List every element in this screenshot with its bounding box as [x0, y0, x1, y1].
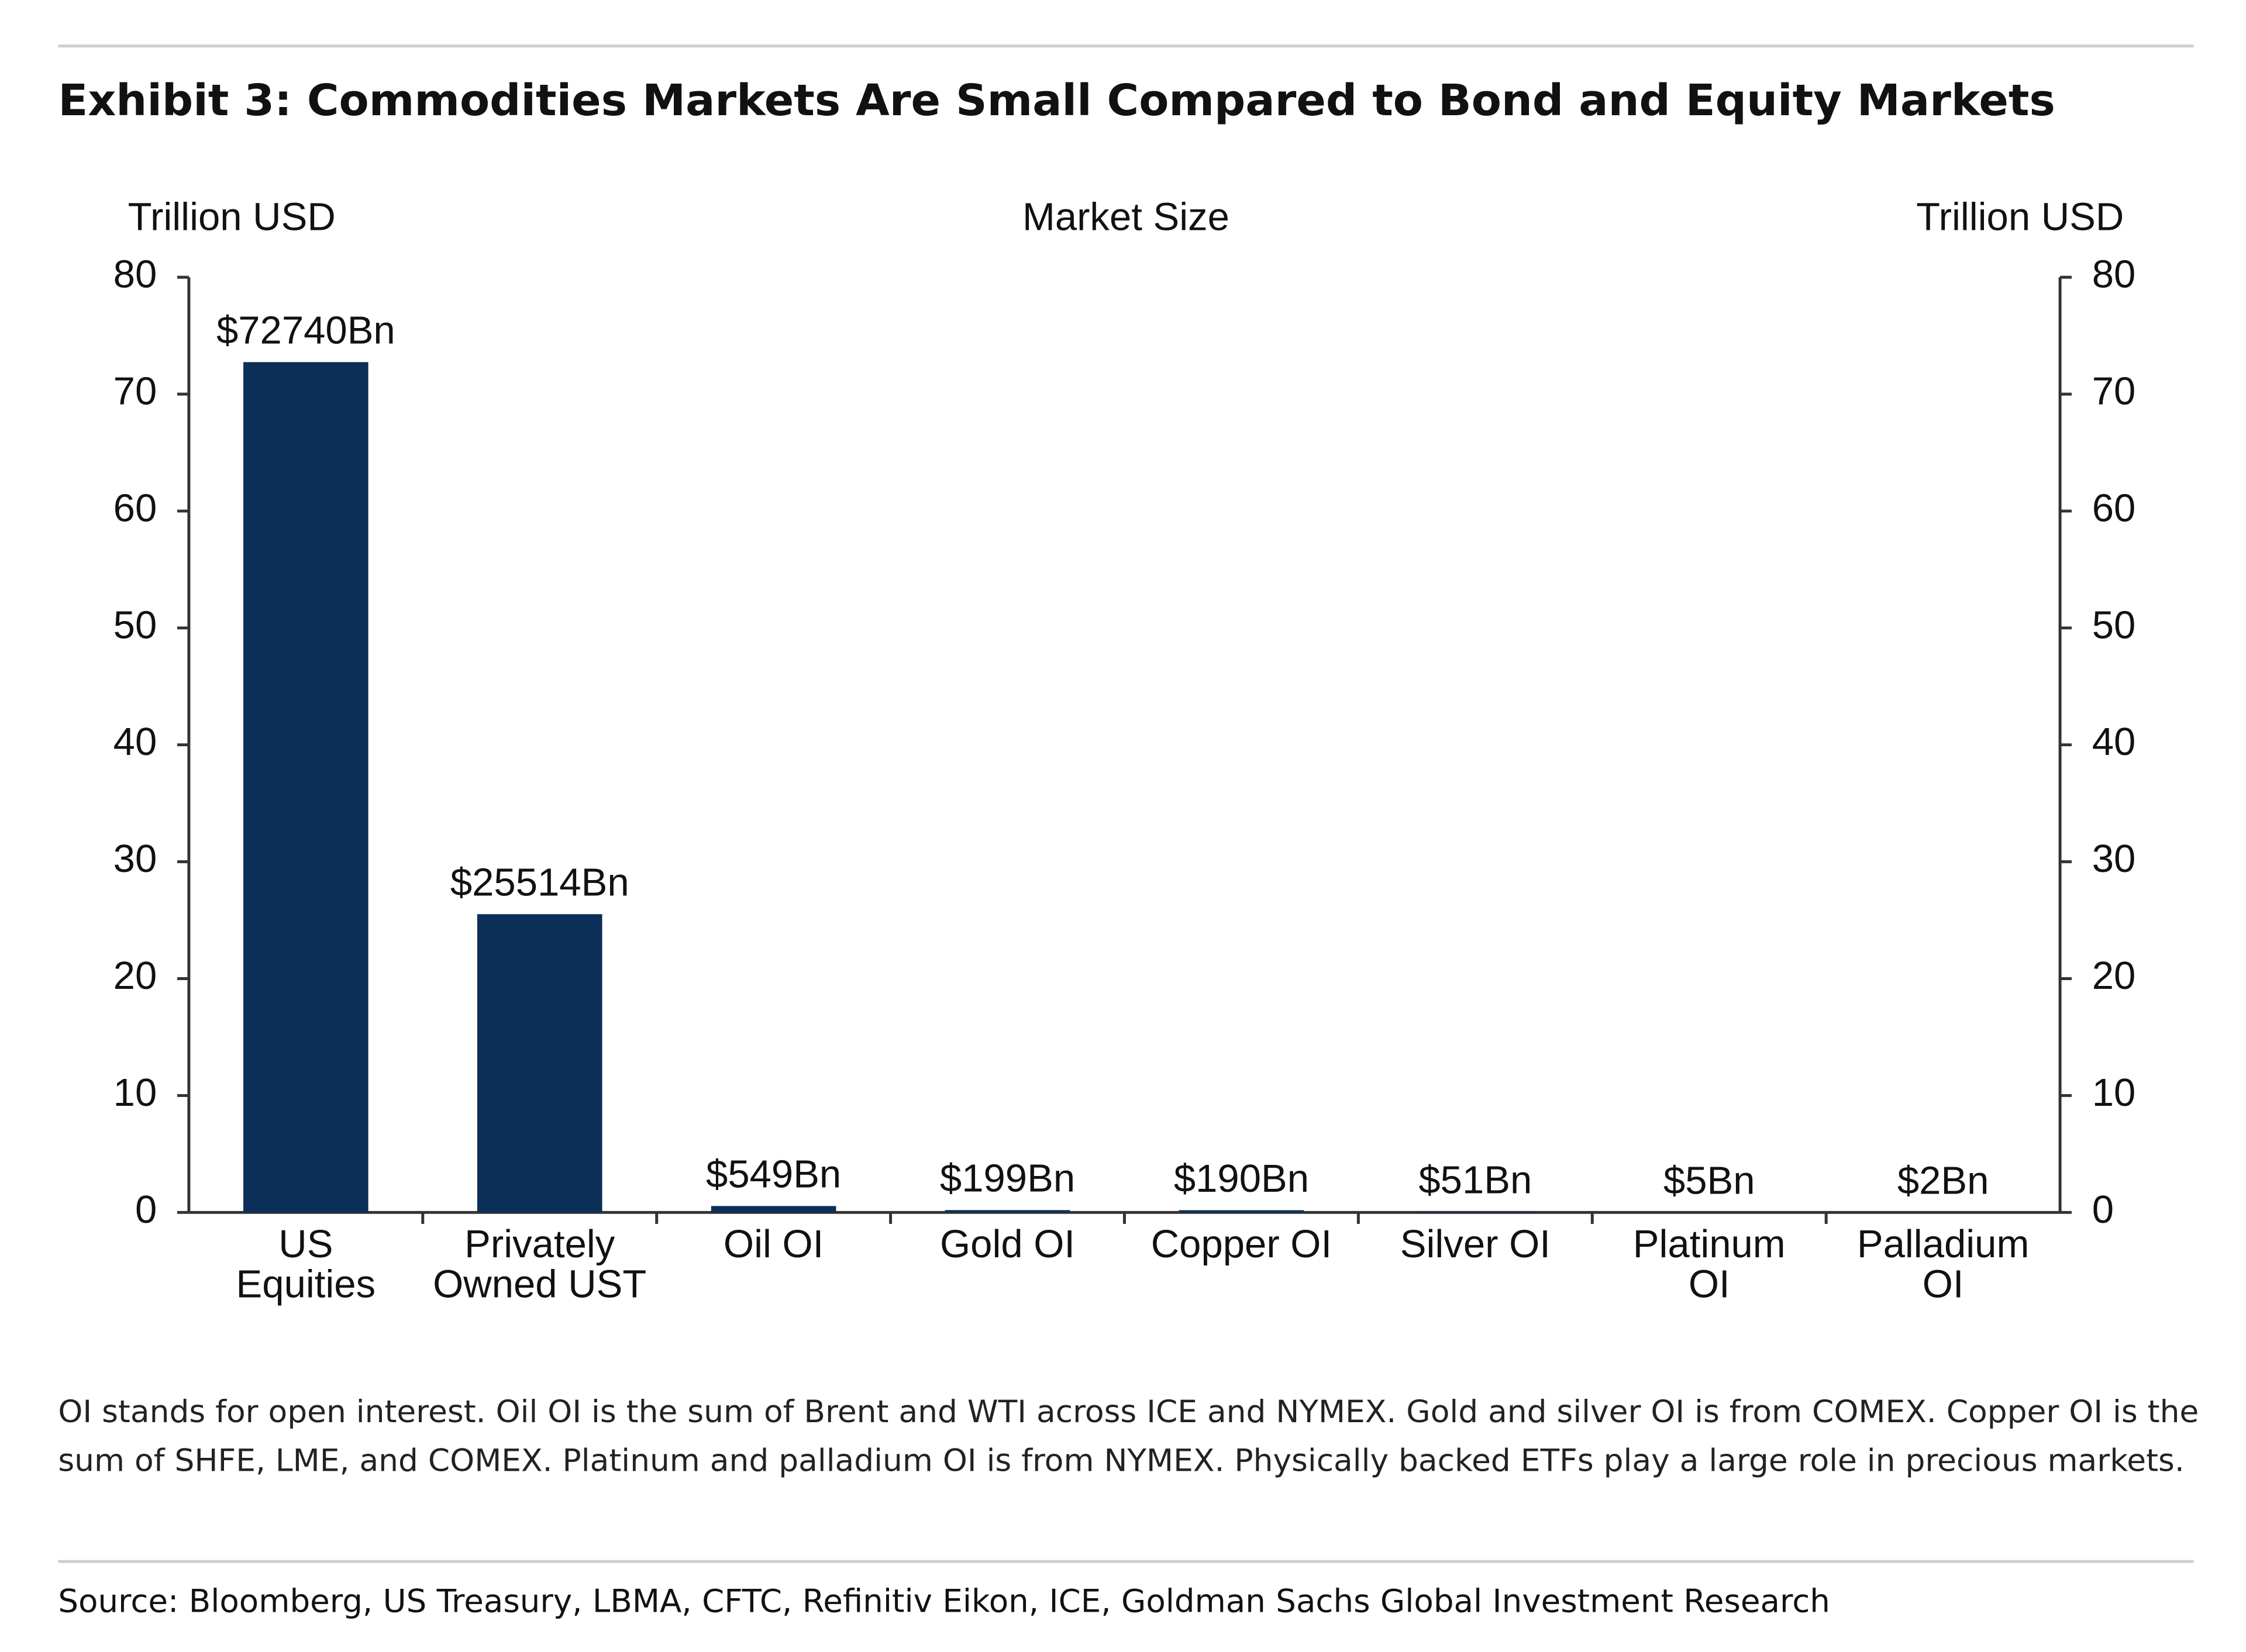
- y2-axis-label: Trillion USD: [1916, 196, 2124, 239]
- y2-tick-label: 50: [2092, 604, 2136, 647]
- x-tick-label: Copper OI: [1151, 1223, 1332, 1266]
- y-tick-label: 50: [113, 604, 157, 647]
- y-tick-label: 60: [113, 487, 157, 530]
- y-tick-label: 70: [113, 370, 157, 413]
- x-tick-label: US: [278, 1223, 333, 1266]
- y2-tick-label: 10: [2092, 1071, 2136, 1115]
- x-tick-label: Oil OI: [724, 1223, 824, 1266]
- x-tick-label: OI: [1689, 1263, 1730, 1306]
- bar: [711, 1206, 836, 1213]
- y2-tick-label: 60: [2092, 487, 2136, 530]
- y2-tick-label: 20: [2092, 954, 2136, 998]
- x-tick-label: Palladium: [1857, 1223, 2029, 1266]
- value-label: $51Bn: [1418, 1159, 1532, 1202]
- y-tick-label: 20: [113, 954, 157, 998]
- x-tick-label: Privately: [464, 1223, 615, 1266]
- value-label: $5Bn: [1663, 1160, 1755, 1203]
- x-tick-label: Owned UST: [433, 1263, 646, 1306]
- x-tick-label: Equities: [236, 1263, 376, 1306]
- bar: [945, 1210, 1070, 1213]
- y2-tick-label: 0: [2092, 1188, 2114, 1232]
- y-tick-label: 10: [113, 1071, 157, 1115]
- y-tick-label: 80: [113, 253, 157, 296]
- bar: [477, 914, 602, 1213]
- source: Source: Bloomberg, US Treasury, LBMA, CF…: [58, 1583, 1830, 1620]
- y-tick-label: 0: [135, 1188, 157, 1232]
- bar: [1179, 1210, 1304, 1213]
- value-label: $25514Bn: [450, 861, 629, 905]
- note: OI stands for open interest. Oil OI is t…: [58, 1395, 2199, 1480]
- y2-tick-label: 30: [2092, 837, 2136, 881]
- y-tick-label: 30: [113, 837, 157, 881]
- x-tick-label: OI: [1923, 1263, 1964, 1306]
- y-axis-label: Trillion USD: [128, 196, 336, 239]
- y2-tick-label: 40: [2092, 721, 2136, 764]
- x-tick-label: Silver OI: [1400, 1223, 1551, 1266]
- chart-subtitle: Market Size: [1022, 196, 1229, 239]
- y2-tick-label: 70: [2092, 370, 2136, 413]
- y2-tick-label: 80: [2092, 253, 2136, 296]
- y-tick-label: 40: [113, 721, 157, 764]
- value-label: $549Bn: [706, 1153, 841, 1196]
- chart-title: Exhibit 3: Commodities Markets Are Small…: [58, 76, 2055, 126]
- value-label: $72740Bn: [216, 309, 395, 353]
- bar: [243, 362, 368, 1213]
- value-label: $190Bn: [1174, 1157, 1309, 1201]
- value-label: $2Bn: [1897, 1160, 1989, 1203]
- note-box: OI stands for open interest. Oil OI is t…: [58, 1395, 2199, 1480]
- value-label: $199Bn: [940, 1157, 1075, 1201]
- x-tick-label: Gold OI: [940, 1223, 1075, 1266]
- x-tick-label: Platinum: [1633, 1223, 1786, 1266]
